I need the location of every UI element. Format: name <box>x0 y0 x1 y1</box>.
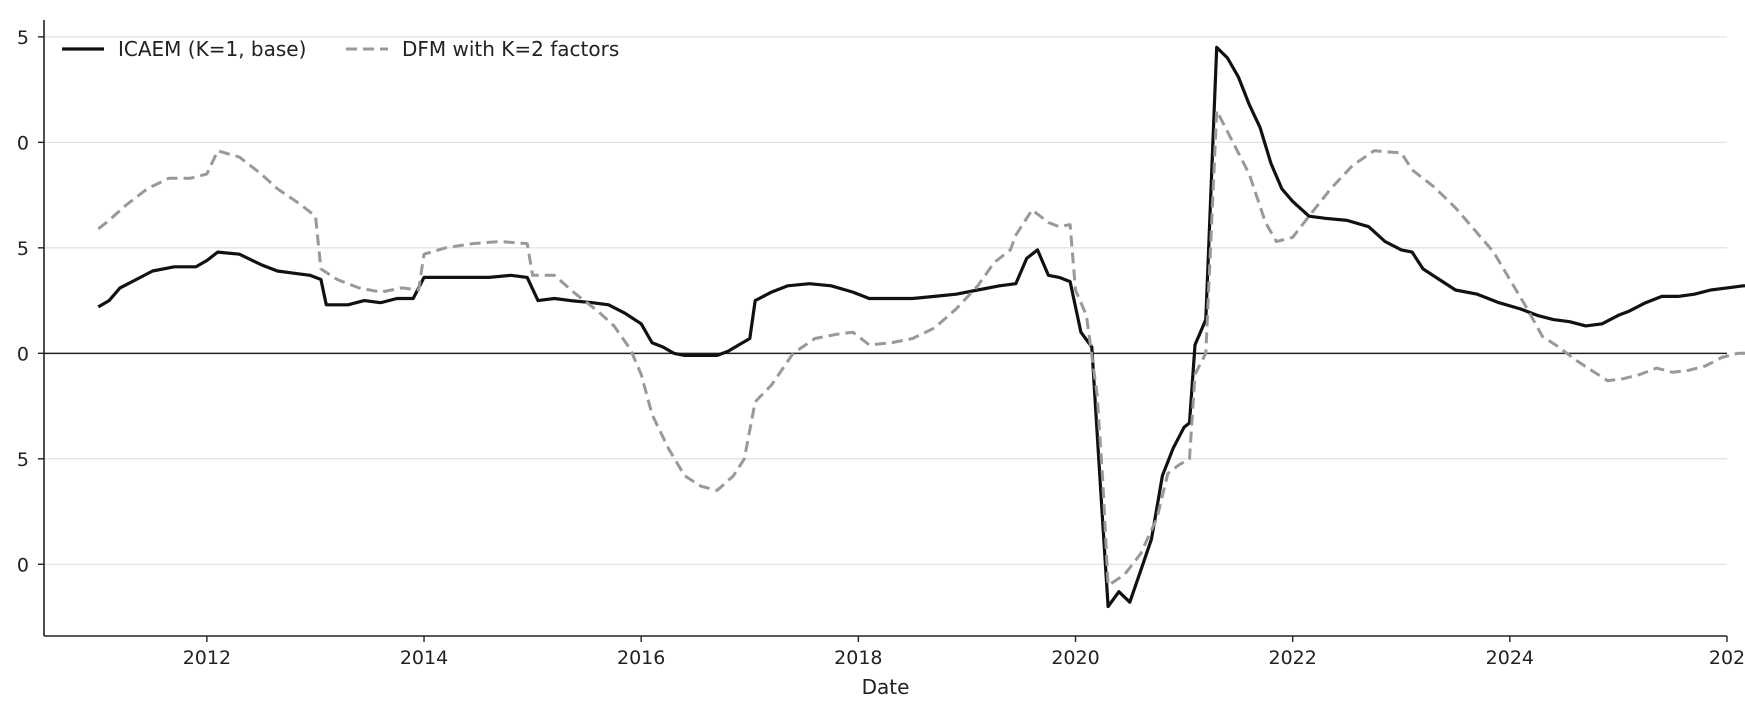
x-tick-label-5: 2022 <box>1268 647 1316 669</box>
legend-label-0: ICAEM (K=1, base) <box>118 37 306 61</box>
x-tick-label-3: 2018 <box>834 647 882 669</box>
y-tick-label-0: 0 <box>17 554 29 576</box>
x-axis-label: Date <box>862 675 910 699</box>
x-tick-label-7: 202 <box>1709 647 1745 669</box>
x-tick-label-1: 2014 <box>400 647 448 669</box>
y-axis-ticks: 0 5 0 5 0 5 <box>17 27 44 576</box>
y-tick-label-4: 0 <box>17 132 29 154</box>
series-line-0 <box>97 45 1745 609</box>
y-tick-label-2: 0 <box>17 343 29 365</box>
grid-lines <box>44 36 1727 565</box>
axes <box>43 20 1727 637</box>
x-axis-ticks: 2012 2014 2016 2018 2020 2022 2024 202 <box>183 636 1745 669</box>
y-tick-label-5: 5 <box>17 27 29 49</box>
y-tick-label-3: 5 <box>17 238 29 260</box>
legend: ICAEM (K=1, base) DFM with K=2 factors <box>62 37 619 61</box>
x-tick-label-2: 2016 <box>617 647 665 669</box>
y-tick-label-1: 5 <box>17 449 29 471</box>
x-tick-label-0: 2012 <box>183 647 231 669</box>
series-line-1 <box>97 109 1745 587</box>
series-lines <box>97 45 1745 609</box>
x-tick-label-4: 2020 <box>1051 647 1099 669</box>
x-tick-label-6: 2024 <box>1486 647 1534 669</box>
legend-label-1: DFM with K=2 factors <box>402 37 619 61</box>
